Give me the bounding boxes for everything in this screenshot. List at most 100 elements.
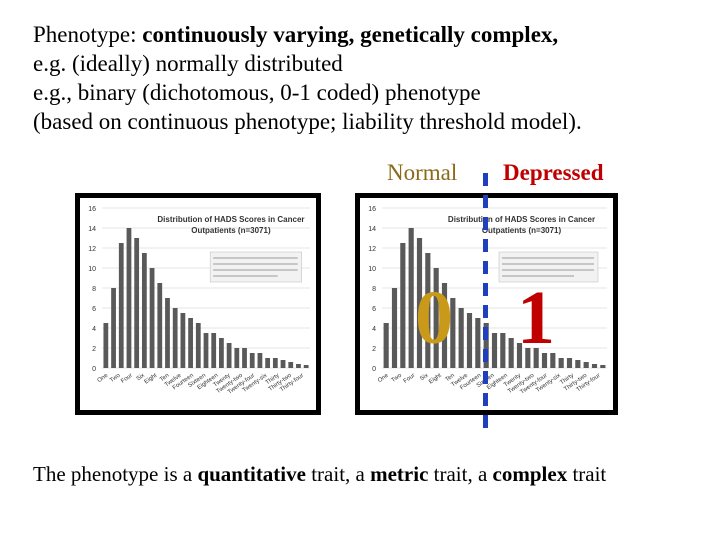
annotation-box: [209, 251, 302, 283]
bar: [288, 362, 294, 368]
bar: [575, 360, 581, 368]
bar: [141, 253, 147, 368]
bar: [188, 318, 193, 368]
bar: [383, 323, 389, 368]
chart-title-line-2: Outpatients (n=3071): [191, 226, 271, 235]
x-tick-label: Six: [136, 373, 146, 383]
bottom-part-7: trait: [567, 462, 607, 486]
bar: [600, 365, 606, 368]
line-phenotype: Phenotype: continuously varying, genetic…: [33, 20, 713, 49]
line1-prefix: Phenotype:: [33, 22, 143, 47]
bottom-complex: complex: [492, 462, 568, 486]
y-tick-label: 12: [368, 246, 376, 253]
bar: [249, 353, 255, 368]
label-depressed: Depressed: [503, 160, 604, 185]
bar: [265, 358, 271, 368]
y-tick-label: 14: [88, 226, 96, 233]
bar: [516, 343, 523, 368]
bottom-metric: metric: [370, 462, 429, 486]
bottom-statement: The phenotype is a quantitative trait, a…: [33, 462, 606, 487]
y-tick-label: 0: [92, 366, 96, 373]
line1-emphasis: continuously varying, genetically comple…: [142, 22, 559, 47]
y-tick-label: 10: [368, 266, 376, 273]
bar: [458, 308, 464, 368]
bar: [242, 348, 247, 368]
bar: [226, 343, 232, 368]
y-tick-label: 0: [372, 366, 376, 373]
bar: [400, 243, 406, 368]
y-tick-label: 8: [372, 286, 376, 293]
line-threshold-model: (based on continuous phenotype; liabilit…: [33, 109, 582, 134]
x-tick-label: Four: [120, 373, 134, 385]
bar: [157, 283, 163, 368]
bar: [508, 338, 514, 368]
bar: [149, 268, 155, 368]
x-tick-label: Two: [109, 372, 122, 384]
y-tick-label: 4: [372, 326, 376, 333]
y-tick-label: 10: [88, 266, 96, 273]
bar: [441, 283, 448, 368]
x-tick-label: Ten: [445, 373, 456, 383]
bar: [272, 358, 278, 368]
x-tick-label: Ten: [159, 373, 170, 383]
line-normal-example: e.g. (ideally) normally distributed: [33, 51, 343, 76]
x-tick-label: One: [377, 372, 390, 384]
bar: [165, 298, 170, 368]
x-tick-label: Six: [419, 373, 429, 383]
bar: [433, 268, 439, 368]
bar: [541, 353, 548, 368]
bottom-part-5: trait, a: [428, 462, 493, 486]
bar: [525, 348, 531, 368]
bar: [583, 362, 589, 368]
digit-one: 1: [517, 276, 555, 360]
bar: [491, 333, 498, 368]
bar: [408, 228, 414, 368]
bar: [257, 353, 263, 368]
y-tick-label: 4: [92, 326, 96, 333]
chart-title-line-1: Distribution of HADS Scores in Cancer: [448, 215, 595, 224]
bar: [475, 318, 481, 368]
bar: [111, 288, 116, 368]
bar: [466, 313, 473, 368]
y-tick-label: 8: [92, 286, 96, 293]
y-tick-label: 2: [372, 346, 376, 353]
threshold-dashed-line: [483, 173, 488, 435]
bar: [566, 358, 573, 368]
x-tick-label: Four: [403, 373, 417, 385]
x-tick-label: Two: [391, 372, 404, 384]
bar: [416, 238, 423, 368]
slide-text-block: Phenotype: continuously varying, genetic…: [33, 20, 713, 136]
bar: [126, 228, 132, 368]
bar: [450, 298, 456, 368]
y-tick-label: 16: [368, 206, 376, 213]
bar: [425, 253, 431, 368]
bar: [234, 348, 240, 368]
bar: [391, 288, 398, 368]
y-tick-label: 14: [368, 226, 376, 233]
bar: [103, 323, 109, 368]
y-tick-label: 2: [92, 346, 96, 353]
bar: [203, 333, 209, 368]
chart-title-line-1: Distribution of HADS Scores in Cancer: [157, 215, 304, 224]
y-tick-label: 6: [92, 306, 96, 313]
bottom-part-1: The phenotype is a: [33, 462, 198, 486]
bar: [195, 323, 201, 368]
bar: [550, 353, 556, 368]
bar: [533, 348, 539, 368]
bar: [591, 364, 598, 368]
bottom-part-3: trait, a: [305, 462, 371, 486]
y-tick-label: 16: [88, 206, 96, 213]
bar: [118, 243, 124, 368]
bar: [500, 333, 506, 368]
bottom-quantitative: quantitative: [197, 462, 306, 486]
x-tick-label: One: [97, 372, 110, 384]
bar: [303, 365, 309, 368]
bar: [280, 360, 286, 368]
bar: [219, 338, 224, 368]
line-binary-example: e.g., binary (dichotomous, 0-1 coded) ph…: [33, 80, 481, 105]
y-tick-label: 12: [88, 246, 96, 253]
bar: [211, 333, 217, 368]
label-normal: Normal: [387, 160, 458, 185]
chart-title-line-2: Outpatients (n=3071): [482, 226, 562, 235]
